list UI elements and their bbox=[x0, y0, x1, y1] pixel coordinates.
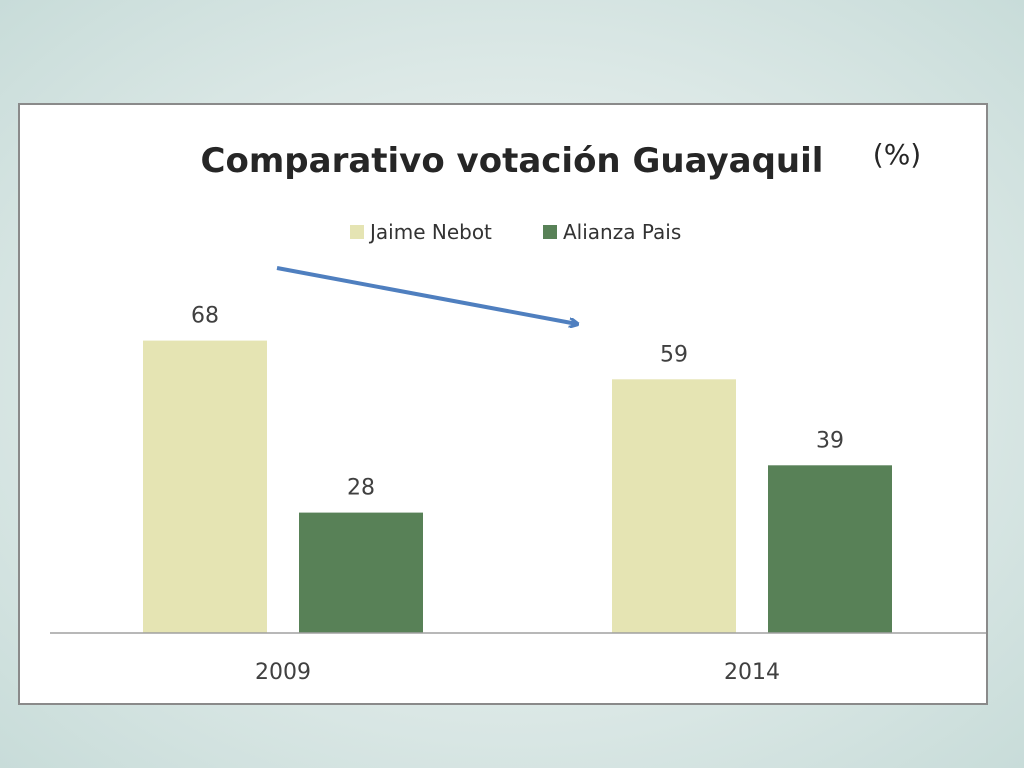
bar-alianza-pais-2009 bbox=[299, 512, 423, 633]
x-tick-label-2014: 2014 bbox=[724, 660, 780, 685]
legend-swatch-jaime-nebot bbox=[350, 225, 364, 239]
bar-jaime-nebot-2014 bbox=[612, 379, 736, 633]
x-tick-label-2009: 2009 bbox=[255, 660, 311, 685]
data-label-alianza-pais-2009: 28 bbox=[347, 476, 375, 501]
legend-label-jaime-nebot: Jaime Nebot bbox=[368, 220, 492, 244]
chart-title-unit: (%) bbox=[873, 138, 921, 171]
decline-arrow bbox=[276, 266, 577, 324]
bars-group bbox=[143, 340, 892, 633]
chart-title: Comparativo votación Guayaquil bbox=[201, 141, 824, 181]
data-labels-group: 68 28 59 39 bbox=[191, 304, 844, 501]
data-label-jaime-nebot-2014: 59 bbox=[660, 342, 688, 367]
bar-jaime-nebot-2009 bbox=[143, 340, 267, 633]
bar-alianza-pais-2014 bbox=[768, 465, 892, 633]
chart-legend: Jaime Nebot Alianza Pais bbox=[350, 220, 681, 244]
legend-label-alianza-pais: Alianza Pais bbox=[563, 220, 681, 244]
data-label-jaime-nebot-2009: 68 bbox=[191, 304, 219, 329]
data-label-alianza-pais-2014: 39 bbox=[816, 428, 844, 453]
x-axis-labels: 2009 2014 bbox=[255, 660, 780, 685]
legend-swatch-alianza-pais bbox=[543, 225, 557, 239]
